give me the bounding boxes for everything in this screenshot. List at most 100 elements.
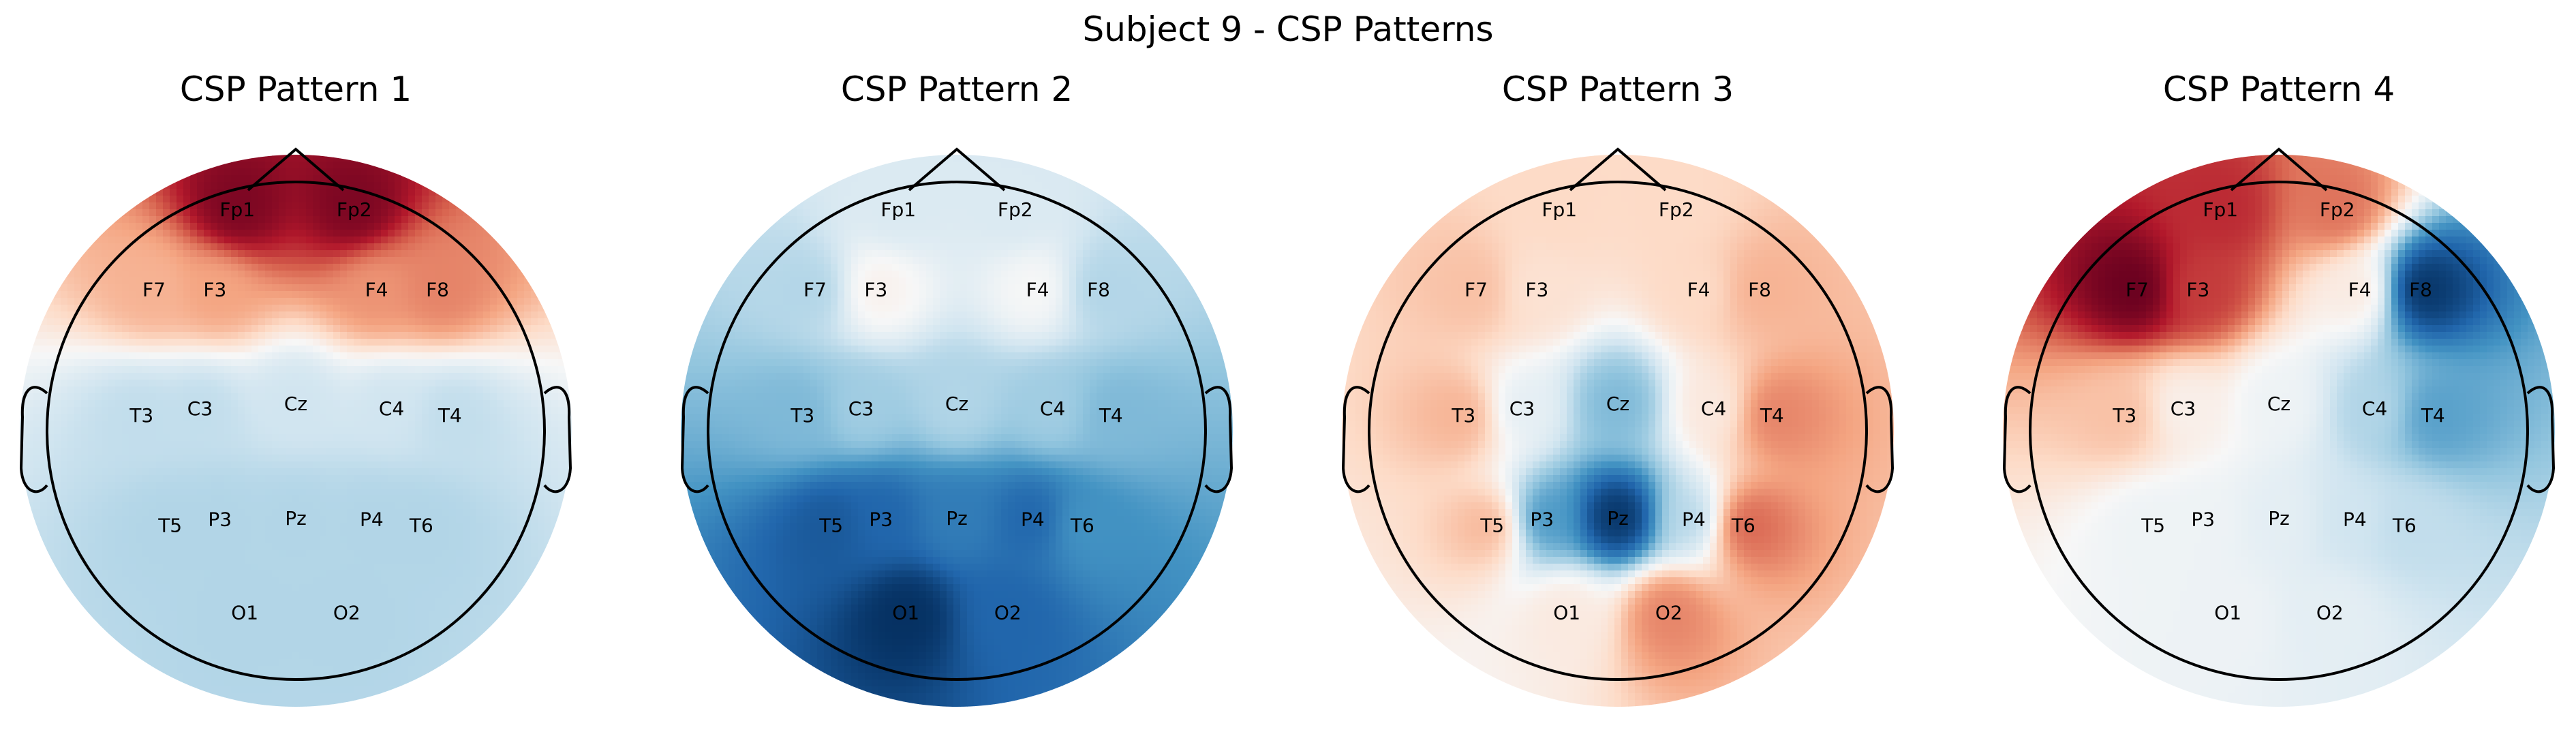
electrode-label-p3: P3 <box>1530 508 1554 531</box>
electrode-label-pz: Pz <box>2268 507 2290 530</box>
electrode-label-c3: C3 <box>1509 397 1535 420</box>
electrode-label-fp2: Fp2 <box>337 198 372 221</box>
right-ear <box>2526 386 2556 493</box>
topomap-panel-1: Fp1 Fp2 F7 F3 F4 F8 T3 C3 Cz C4 T4 T5 P3 Pz P4 T6 O1 O2 <box>19 147 572 707</box>
electrode-label-c3: C3 <box>2171 397 2196 420</box>
electrode-label-cz: Cz <box>2267 393 2290 415</box>
nose <box>1569 147 1667 192</box>
electrode-label-t4: T4 <box>438 404 462 427</box>
topomap-field <box>1342 155 1894 707</box>
electrode-label-f4: F4 <box>2348 279 2372 301</box>
electrode-label-f8: F8 <box>426 279 449 301</box>
electrode-label-t6: T6 <box>409 515 433 537</box>
nose <box>908 147 1006 192</box>
electrode-label-c3: C3 <box>848 397 874 420</box>
electrode-label-c4: C4 <box>1701 397 1726 420</box>
electrode-label-t5: T5 <box>2141 515 2165 537</box>
electrode-label-p3: P3 <box>2191 508 2215 531</box>
electrode-label-fp2: Fp2 <box>998 198 1033 221</box>
right-ear <box>543 386 572 493</box>
electrode-label-f8: F8 <box>2409 279 2432 301</box>
electrode-label-c3: C3 <box>187 397 213 420</box>
panel-title-1: CSP Pattern 1 <box>16 70 575 109</box>
right-ear <box>1865 386 1895 493</box>
panel-title-3: CSP Pattern 3 <box>1338 70 1897 109</box>
electrode-label-pz: Pz <box>1607 507 1629 530</box>
panel-title-4: CSP Pattern 4 <box>1999 70 2558 109</box>
head-outline <box>46 181 546 681</box>
electrode-label-f7: F7 <box>142 279 166 301</box>
left-ear <box>2002 386 2031 493</box>
electrode-label-o2: O2 <box>333 601 361 624</box>
electrode-label-t3: T3 <box>1451 404 1475 427</box>
electrode-label-o1: O1 <box>1553 601 1580 624</box>
electrode-label-cz: Cz <box>1606 393 1629 415</box>
electrode-label-f7: F7 <box>2126 279 2149 301</box>
electrode-label-f3: F3 <box>1525 279 1548 301</box>
left-ear <box>680 386 709 493</box>
electrode-label-cz: Cz <box>945 393 968 415</box>
electrode-label-p4: P4 <box>2343 508 2367 531</box>
electrode-label-p4: P4 <box>1021 508 1045 531</box>
electrode-label-o1: O1 <box>2214 601 2241 624</box>
head-outline <box>1368 181 1868 681</box>
left-ear <box>19 386 48 493</box>
electrode-label-o2: O2 <box>1655 601 1683 624</box>
electrode-label-p4: P4 <box>360 508 384 531</box>
electrode-label-t6: T6 <box>2392 515 2417 537</box>
electrode-label-f3: F3 <box>2186 279 2209 301</box>
electrode-label-fp1: Fp1 <box>219 198 255 221</box>
electrode-label-p4: P4 <box>1682 508 1706 531</box>
left-ear <box>1341 386 1370 493</box>
electrode-label-fp2: Fp2 <box>1659 198 1694 221</box>
electrode-label-fp1: Fp1 <box>1542 198 1577 221</box>
electrode-label-f4: F4 <box>365 279 388 301</box>
nose <box>2230 147 2328 192</box>
electrode-label-t5: T5 <box>1479 515 1504 537</box>
electrode-label-p3: P3 <box>869 508 893 531</box>
topomap-field <box>681 155 1233 707</box>
panel-title-2: CSP Pattern 2 <box>677 70 1236 109</box>
electrode-label-f7: F7 <box>803 279 827 301</box>
electrode-label-t4: T4 <box>2421 404 2445 427</box>
electrode-label-t3: T3 <box>790 404 814 427</box>
electrode-label-f3: F3 <box>864 279 887 301</box>
electrode-label-t5: T5 <box>818 515 843 537</box>
topomap-panel-2: Fp1 Fp2 F7 F3 F4 F8 T3 C3 Cz C4 T4 T5 P3 Pz P4 T6 O1 O2 <box>680 147 1233 707</box>
electrode-label-t3: T3 <box>2112 404 2136 427</box>
electrode-label-t3: T3 <box>129 404 153 427</box>
electrode-label-o1: O1 <box>892 601 919 624</box>
topomap-panel-3: Fp1 Fp2 F7 F3 F4 F8 T3 C3 Cz C4 T4 T5 P3 Pz P4 T6 O1 O2 <box>1341 147 1895 707</box>
right-ear <box>1204 386 1233 493</box>
head-outline <box>707 181 1207 681</box>
electrode-label-f8: F8 <box>1748 279 1771 301</box>
electrode-label-t6: T6 <box>1731 515 1755 537</box>
electrode-label-t5: T5 <box>157 515 182 537</box>
electrode-label-f8: F8 <box>1087 279 1110 301</box>
electrode-label-c4: C4 <box>2362 397 2387 420</box>
electrode-label-o1: O1 <box>231 601 258 624</box>
electrode-label-fp2: Fp2 <box>2320 198 2355 221</box>
figure-suptitle: Subject 9 - CSP Patterns <box>0 10 2576 49</box>
electrode-label-f4: F4 <box>1687 279 1711 301</box>
topomap-field <box>20 155 572 707</box>
electrode-label-fp1: Fp1 <box>2203 198 2238 221</box>
electrode-label-c4: C4 <box>1040 397 1065 420</box>
electrode-label-f3: F3 <box>203 279 226 301</box>
head-outline <box>2029 181 2529 681</box>
electrode-label-t6: T6 <box>1070 515 1094 537</box>
electrode-label-t4: T4 <box>1099 404 1123 427</box>
electrode-label-p3: P3 <box>208 508 232 531</box>
electrode-label-c4: C4 <box>379 397 404 420</box>
electrode-label-pz: Pz <box>946 507 968 530</box>
electrode-label-f4: F4 <box>1026 279 1049 301</box>
electrode-label-o2: O2 <box>994 601 1022 624</box>
nose <box>247 147 345 192</box>
electrode-label-fp1: Fp1 <box>880 198 916 221</box>
electrode-label-cz: Cz <box>284 393 307 415</box>
electrode-label-pz: Pz <box>285 507 307 530</box>
topomap-panel-4: Fp1 Fp2 F7 F3 F4 F8 T3 C3 Cz C4 T4 T5 P3 Pz P4 T6 O1 O2 <box>2002 147 2556 707</box>
electrode-label-f7: F7 <box>1465 279 1488 301</box>
